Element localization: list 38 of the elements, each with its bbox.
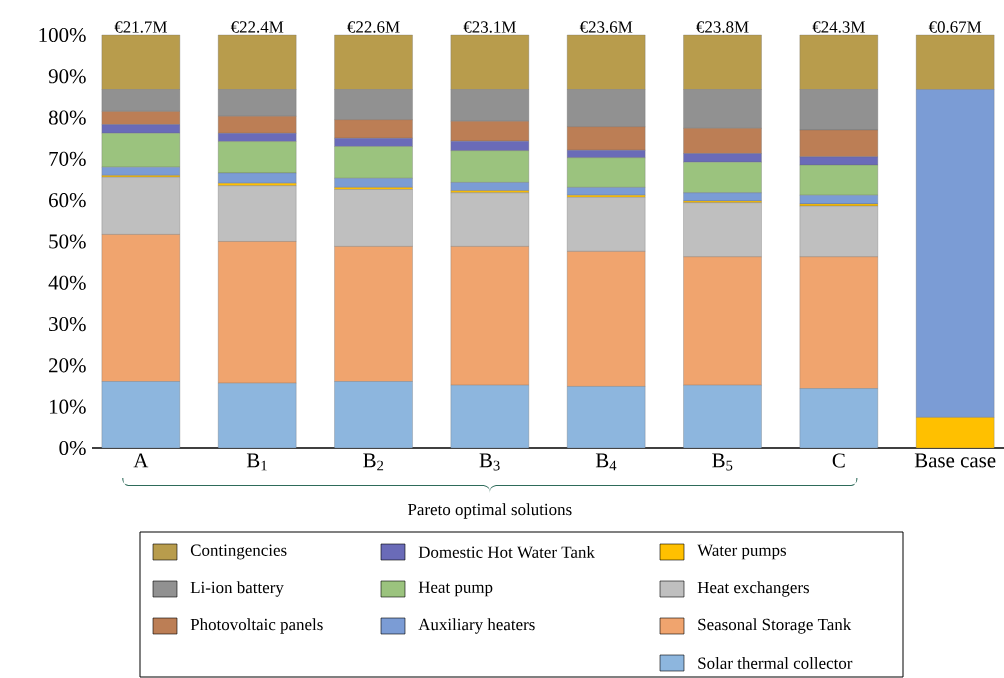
legend-label: Solar thermal collector bbox=[698, 657, 853, 669]
x-tick-label: B$_{1}$ bbox=[246, 453, 267, 471]
y-tick-label: 40% bbox=[48, 275, 86, 290]
y-tick-label: 10% bbox=[49, 399, 86, 414]
x-tick-label: Base case bbox=[914, 453, 996, 468]
y-tick-label: 30% bbox=[49, 317, 86, 332]
x-tick-label: B$_{5}$ bbox=[712, 453, 733, 471]
y-tick-label: 100% bbox=[39, 27, 86, 43]
legend-label: Seasonal Storage Tank bbox=[698, 618, 852, 634]
y-tick-label: 90% bbox=[48, 69, 86, 84]
y-tick-label: 60% bbox=[49, 193, 86, 208]
y-tick-label: 0% bbox=[59, 440, 86, 456]
legend-label: Heat pump bbox=[418, 581, 493, 597]
y-tick-label: 80% bbox=[48, 110, 86, 125]
legend-label: Domestic Hot Water Tank bbox=[418, 546, 595, 558]
annotation: €23.6M bbox=[579, 21, 633, 33]
text: Pareto optimal solutions bbox=[407, 503, 572, 519]
x-tick-label: A bbox=[133, 453, 149, 468]
legend-label: Auxiliary heaters bbox=[418, 618, 535, 634]
annotation: €21.7M bbox=[114, 21, 167, 33]
x-tick-label: C bbox=[832, 453, 845, 468]
legend-label: Photovoltaic panels bbox=[190, 618, 323, 634]
y-tick-label: 70% bbox=[49, 151, 86, 166]
y-tick-label: 20% bbox=[49, 358, 86, 373]
x-tick-label: B$_{4}$ bbox=[595, 453, 617, 471]
legend-label: Water pumps bbox=[697, 544, 787, 560]
annotation: €24.3M bbox=[812, 21, 865, 33]
legend-label: Heat exchangers bbox=[697, 581, 809, 597]
x-tick-label: B$_{2}$ bbox=[363, 453, 384, 471]
annotation: €22.6M bbox=[347, 21, 400, 33]
x-tick-label: B$_{3}$ bbox=[479, 453, 500, 471]
annotation: €23.1M bbox=[463, 21, 516, 33]
annotation: €23.8M bbox=[696, 21, 749, 33]
y-tick-label: 50% bbox=[49, 234, 86, 249]
legend-label: Contingencies bbox=[190, 544, 287, 560]
annotation: €22.4M bbox=[230, 21, 284, 33]
legend-label: Li-ion battery bbox=[190, 581, 284, 597]
annotation: €0.67M bbox=[928, 21, 982, 33]
